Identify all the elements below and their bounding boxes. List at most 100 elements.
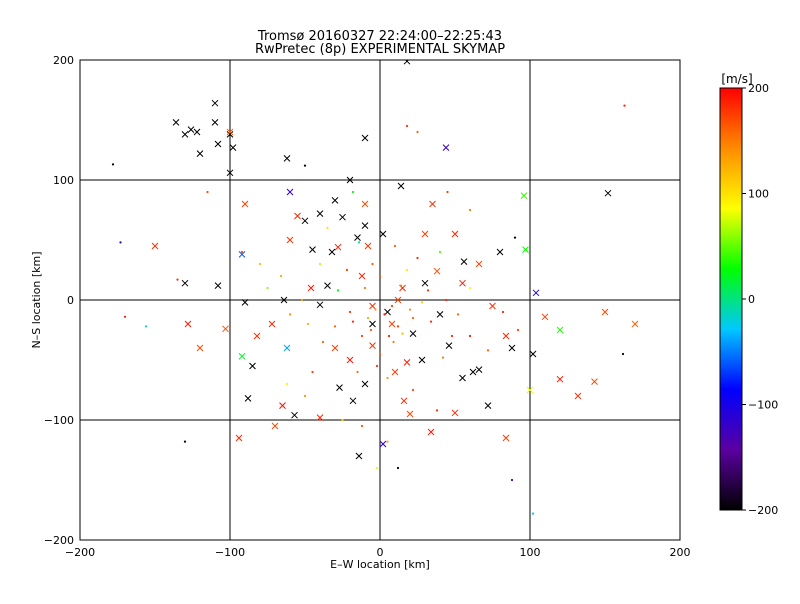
data-point-cross [238,251,246,258]
data-point-dot [438,250,442,254]
data-point-cross [226,128,234,136]
data-point-cross [235,434,243,442]
data-point-cross [502,434,510,442]
data-point-cross [379,230,387,238]
colorbar-label: [m/s] [721,72,752,86]
data-point-cross [309,246,316,253]
data-point-dot [144,325,148,328]
data-point-dot [351,190,355,194]
x-tick-label: −100 [215,546,245,559]
data-point-dot [435,409,439,412]
data-point-dot [456,313,460,316]
data-point-cross [601,308,609,316]
data-point-dot [360,424,364,428]
data-point-cross [328,248,336,256]
data-point-cross [369,302,376,310]
x-tick-label: −200 [65,546,95,559]
data-point-cross [336,384,343,391]
x-tick-label: 200 [670,546,691,559]
data-point-dot [363,286,367,290]
data-point-dot [513,236,517,239]
data-point-dot [258,262,262,266]
data-point-cross [451,230,459,238]
data-point-cross [364,242,372,250]
data-point-dot [369,328,373,332]
data-point-cross [291,411,298,419]
y-tick-label: 100 [53,174,74,187]
data-point-cross [591,378,598,385]
data-point-cross [193,128,201,136]
data-point-cross [346,176,354,184]
data-point-cross [196,344,204,352]
data-point-cross [361,134,369,142]
data-point-cross [354,234,361,241]
data-point-cross [268,320,276,328]
data-point-dot [426,289,430,292]
data-point-dot [405,124,409,128]
data-point-dot [303,394,307,398]
data-point-dot [401,332,404,335]
data-point-cross [181,131,189,138]
colorbar-tick-labels: −200 −100 0 100 200 [742,82,778,517]
data-point-cross [358,272,366,280]
data-point-dot [405,268,409,272]
data-point-cross [286,236,294,244]
data-point-cross [151,242,159,250]
data-point-dot [176,278,179,281]
data-point-cross [631,320,639,328]
data-point-dot [416,130,419,134]
data-point-cross [427,428,435,436]
data-point-cross [421,279,429,287]
x-axis-label: E–W location [km] [330,558,430,571]
data-point-cross [334,243,342,251]
y-tick-label: −200 [44,534,74,547]
data-point-dot [266,286,269,290]
data-point-cross [211,99,219,107]
data-point-cross [574,392,582,400]
data-point-dot [444,298,448,302]
data-point-cross [283,155,291,162]
data-point-dot [375,364,379,368]
data-point-cross [397,182,405,190]
data-point-cross [379,440,387,448]
data-point-cross [172,119,180,126]
data-point-cross [429,200,436,208]
data-point-cross [459,374,466,382]
data-point-cross [316,301,324,309]
data-point-dot [446,190,449,194]
plot-frame [79,59,681,541]
data-point-dot [333,325,337,328]
data-point-cross [556,375,564,383]
data-point-dot [396,325,400,328]
colorbar-tick-label: 200 [748,82,769,95]
data-point-dot [531,512,535,515]
colorbar [719,87,743,511]
data-point-cross [418,356,426,364]
data-point-dot [386,376,389,380]
data-point-cross [508,344,516,352]
data-point-dot [288,313,292,316]
data-point-cross [484,402,492,409]
data-point-cross [532,289,540,297]
data-point-dot [390,304,394,308]
data-point-cross [283,344,291,352]
data-point-dot [621,352,625,356]
data-point-dot [351,320,355,323]
data-point-cross [307,284,315,292]
data-point-dot [386,440,389,443]
data-point-cross [184,320,192,328]
data-point-cross [196,150,204,157]
data-point-cross [271,422,279,430]
data-point-cross [433,267,441,275]
data-point-cross [244,395,252,402]
data-point-cross [294,212,301,220]
data-point-dot [356,370,359,374]
colorbar-tick-label: 100 [748,188,769,201]
data-point-dot [468,334,472,338]
data-point-dot [345,268,349,272]
data-point-cross [249,362,256,370]
colorbar-tick-label: −100 [748,399,778,412]
data-point-cross [394,296,402,304]
data-point-dot [336,289,340,292]
data-point-cross [520,192,528,199]
